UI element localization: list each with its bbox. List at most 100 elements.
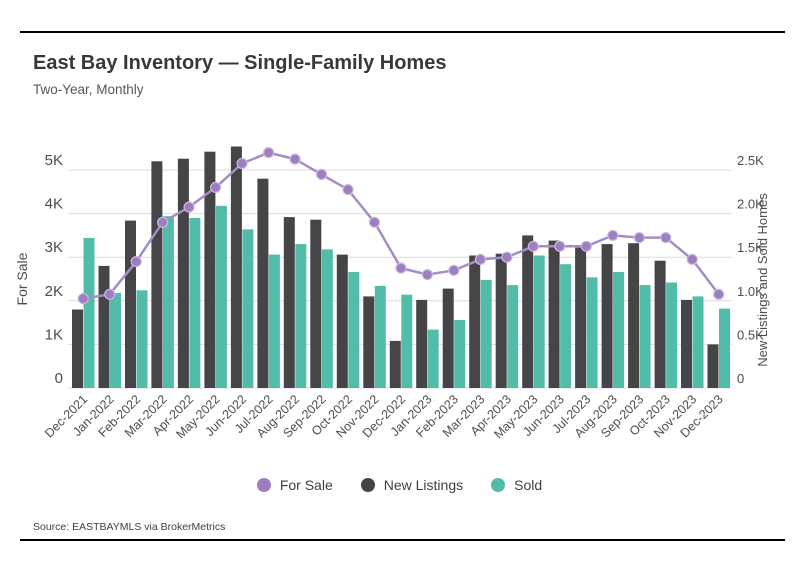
for-sale-point-Oct-2022 [342, 184, 354, 196]
for-sale-point-Feb-2023 [448, 264, 460, 276]
legend-label: Sold [514, 477, 543, 493]
bar-sold-Feb-2022 [136, 290, 148, 388]
right-axis-tick: 1.5K [737, 240, 764, 255]
bar-new-listings-Apr-2023 [495, 253, 507, 388]
bar-sold-Jan-2023 [427, 329, 439, 388]
bar-new-listings-Aug-2022 [283, 217, 295, 388]
bar-sold-Dec-2023 [719, 308, 730, 388]
for-sale-point-Nov-2023 [686, 253, 698, 265]
bar-sold-Feb-2023 [454, 320, 466, 388]
bottom-divider [20, 539, 785, 541]
bar-new-listings-Dec-2021 [72, 309, 83, 388]
right-axis-tick: 2.0K [737, 197, 764, 212]
for-sale-point-Jun-2023 [554, 240, 566, 252]
for-sale-point-Nov-2022 [368, 216, 381, 228]
bar-new-listings-Jun-2022 [230, 146, 242, 388]
left-axis-tick: 5K [45, 152, 63, 169]
for-sale-point-Apr-2022 [183, 201, 195, 213]
for-sale-point-Jan-2022 [104, 288, 116, 300]
new-listings-swatch-icon [360, 478, 375, 492]
for-sale-point-Aug-2022 [289, 153, 301, 165]
bar-sold-Jun-2022 [242, 229, 254, 388]
for-sale-point-Mar-2023 [474, 253, 486, 265]
bar-new-listings-Nov-2022 [363, 296, 375, 388]
for-sale-point-Sep-2022 [315, 168, 328, 180]
bar-sold-Dec-2021 [83, 238, 95, 388]
bar-sold-Aug-2022 [295, 244, 307, 388]
for-sale-point-Dec-2021 [77, 293, 89, 305]
left-axis-tick: 3K [45, 239, 63, 256]
legend-item-sold: Sold [491, 477, 542, 493]
bar-sold-Mar-2023 [480, 279, 492, 388]
legend-label: For Sale [279, 477, 333, 493]
left-axis-tick: 0 [55, 370, 63, 387]
right-axis-tick: 0 [737, 371, 744, 386]
bar-sold-Jul-2023 [586, 277, 598, 388]
bar-new-listings-Oct-2022 [336, 254, 348, 388]
bar-new-listings-May-2023 [522, 235, 534, 388]
bar-sold-Apr-2022 [189, 218, 201, 388]
bar-new-listings-Jan-2023 [416, 299, 428, 388]
right-axis-tick: 2.5K [737, 153, 764, 168]
for-sale-point-Dec-2022 [395, 262, 407, 274]
left-axis-tick: 4K [45, 196, 63, 213]
legend-label: New Listings [383, 477, 464, 493]
right-axis-title: New Listings and Sold Homes [755, 193, 770, 367]
bar-sold-Aug-2023 [613, 272, 625, 388]
bar-sold-Mar-2022 [162, 216, 174, 388]
chart-legend: For Sale New Listings Sold [0, 477, 799, 493]
sold-swatch-icon [491, 478, 506, 492]
left-axis-title: For Sale [14, 252, 30, 305]
for-sale-point-Jul-2022 [263, 147, 275, 159]
legend-item-new-listings: New Listings [360, 477, 464, 493]
source-attribution: Source: EASTBAYMLS via BrokerMetrics [33, 521, 226, 533]
bar-new-listings-Dec-2023 [707, 344, 719, 388]
bar-sold-Oct-2023 [666, 282, 678, 388]
bar-sold-May-2022 [215, 205, 227, 388]
bar-sold-Nov-2022 [374, 286, 386, 388]
for-sale-point-Jun-2022 [236, 157, 248, 170]
bar-new-listings-Aug-2023 [601, 244, 613, 388]
bar-new-listings-Jun-2023 [548, 240, 560, 388]
page-subtitle: Two-Year, Monthly [33, 82, 144, 97]
for-sale-point-Jan-2023 [421, 269, 433, 281]
right-axis-tick: 1.0K [737, 284, 764, 299]
right-axis-tick: 0.5K [737, 327, 764, 342]
bar-new-listings-Mar-2022 [151, 161, 163, 388]
for-sale-point-Jul-2023 [580, 240, 592, 252]
bar-new-listings-Apr-2022 [177, 158, 189, 388]
bar-sold-Nov-2023 [692, 296, 704, 388]
bar-new-listings-Nov-2023 [681, 299, 692, 388]
bar-new-listings-Jul-2022 [257, 178, 269, 388]
for-sale-point-May-2023 [527, 240, 540, 252]
for-sale-point-Dec-2023 [713, 288, 725, 300]
for-sale-swatch-icon [256, 478, 271, 492]
bar-new-listings-Sep-2022 [310, 219, 322, 388]
for-sale-point-May-2022 [210, 181, 222, 193]
top-divider [20, 31, 785, 33]
bar-new-listings-Oct-2023 [654, 260, 666, 388]
bar-new-listings-Mar-2023 [469, 255, 481, 388]
bar-new-listings-Feb-2023 [442, 288, 454, 388]
bar-sold-Jan-2022 [110, 293, 121, 388]
for-sale-point-Aug-2023 [607, 229, 619, 241]
bar-new-listings-May-2022 [204, 151, 216, 388]
left-axis-tick: 1K [45, 326, 63, 343]
page-title: East Bay Inventory — Single-Family Homes [33, 52, 447, 74]
bar-sold-Sep-2023 [639, 285, 651, 388]
bar-new-listings-Jul-2023 [575, 247, 587, 388]
bar-sold-Dec-2022 [401, 294, 413, 388]
for-sale-point-Mar-2022 [157, 216, 169, 228]
for-sale-point-Apr-2023 [501, 251, 513, 263]
for-sale-point-Sep-2023 [633, 232, 645, 244]
bar-sold-Jul-2022 [268, 254, 280, 388]
for-sale-point-Oct-2023 [660, 232, 672, 244]
bar-new-listings-Jan-2022 [98, 265, 110, 388]
bar-new-listings-Dec-2022 [389, 340, 401, 388]
bar-sold-Jun-2023 [560, 264, 572, 388]
bar-new-listings-Feb-2022 [125, 220, 136, 388]
bar-sold-Apr-2023 [507, 285, 519, 388]
bar-new-listings-Sep-2023 [628, 243, 640, 388]
left-axis-tick: 2K [45, 283, 63, 300]
bar-sold-Sep-2022 [321, 249, 333, 388]
